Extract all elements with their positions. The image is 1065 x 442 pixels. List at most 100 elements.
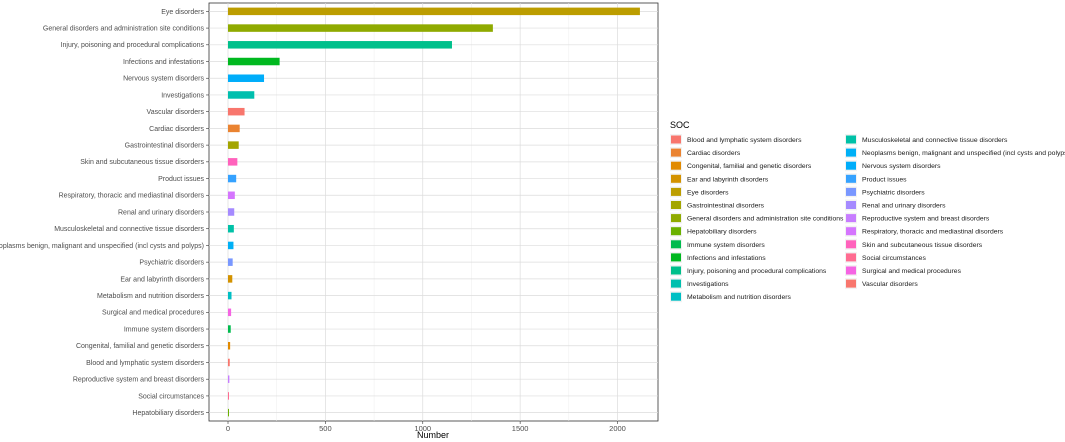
x-axis-title: Number xyxy=(417,430,449,440)
y-tick-label: Reproductive system and breast disorders xyxy=(73,377,205,384)
legend-label: Surgical and medical procedures xyxy=(862,268,962,275)
y-tick-label: Infections and infestations xyxy=(123,59,204,66)
legend-swatch-congenital-familial-and-genetic-disorders xyxy=(671,161,681,170)
legend-label: Ear and labyrinth disorders xyxy=(687,176,769,183)
legend-label: Investigations xyxy=(687,281,729,288)
y-tick-label: Injury, poisoning and procedural complic… xyxy=(61,42,205,49)
bar-musculoskeletal-and-connective-tissue-disorders xyxy=(228,224,234,233)
y-tick-label: Eye disorders xyxy=(161,9,204,16)
y-tick-label: Renal and urinary disorders xyxy=(118,209,204,216)
legend-swatch-nervous-system-disorders xyxy=(846,161,856,170)
legend-swatch-ear-and-labyrinth-disorders xyxy=(671,174,681,183)
x-tick-label: 1000 xyxy=(414,424,431,433)
bar-infections-and-infestations xyxy=(228,57,280,66)
legend-swatch-gastrointestinal-disorders xyxy=(671,201,681,209)
x-tick-label: 500 xyxy=(319,424,332,433)
y-tick-label: General disorders and administration sit… xyxy=(43,25,205,32)
legend-label: Injury, poisoning and procedural complic… xyxy=(687,268,827,275)
bar-investigations xyxy=(228,91,255,99)
y-tick-label: Product issues xyxy=(158,176,204,183)
legend-label: Congenital, familial and genetic disorde… xyxy=(687,163,812,170)
y-tick-label: Congenital, familial and genetic disorde… xyxy=(76,343,205,350)
legend-label: Infections and infestations xyxy=(687,255,766,262)
legend-label: Musculoskeletal and connective tissue di… xyxy=(862,137,1008,144)
bar-product-issues xyxy=(228,174,237,183)
bar-hepatobiliary-disorders xyxy=(228,408,229,417)
y-tick-label: Gastrointestinal disorders xyxy=(125,143,205,150)
y-tick-label: Social circumstances xyxy=(138,393,204,400)
legend-swatch-product-issues xyxy=(846,174,856,183)
legend-swatch-hepatobiliary-disorders xyxy=(671,227,681,236)
legend-label: Gastrointestinal disorders xyxy=(687,203,765,210)
y-tick-label: Investigations xyxy=(161,92,204,99)
legend-swatch-skin-and-subcutaneous-tissue-disorders xyxy=(846,240,856,249)
legend-label: Immune system disorders xyxy=(687,242,765,249)
legend-swatch-renal-and-urinary-disorders xyxy=(846,201,856,209)
legend-swatch-musculoskeletal-and-connective-tissue-disorders xyxy=(846,135,856,144)
legend-label: Vascular disorders xyxy=(862,281,918,288)
bar-ear-and-labyrinth-disorders xyxy=(228,275,233,283)
bar-psychiatric-disorders xyxy=(228,258,233,266)
legend-label: Cardiac disorders xyxy=(687,150,741,157)
bar-skin-and-subcutaneous-tissue-disorders xyxy=(228,158,238,166)
legend-swatch-neoplasms-benign-malignant-and-unspecified-incl-cysts-and-polyps xyxy=(846,148,856,157)
bar-immune-system-disorders xyxy=(228,325,231,333)
legend-swatch-investigations xyxy=(671,279,681,288)
x-tick-label: 1500 xyxy=(512,424,529,433)
legend-label: General disorders and administration sit… xyxy=(687,216,844,223)
legend-label: Psychiatric disorders xyxy=(862,189,925,196)
legend-label: Renal and urinary disorders xyxy=(862,203,946,210)
legend-swatch-vascular-disorders xyxy=(846,279,856,288)
legend-label: Respiratory, thoracic and mediastinal di… xyxy=(862,229,1004,236)
y-tick-label: Vascular disorders xyxy=(147,109,205,116)
legend-swatch-psychiatric-disorders xyxy=(846,187,856,196)
bar-blood-and-lymphatic-system-disorders xyxy=(228,358,230,367)
legend-swatch-social-circumstances xyxy=(846,253,856,262)
legend-swatch-blood-and-lymphatic-system-disorders xyxy=(671,135,681,144)
legend-swatch-injury-poisoning-and-procedural-complications xyxy=(671,266,681,275)
legend-swatch-infections-and-infestations xyxy=(671,253,681,262)
legend-swatch-respiratory-thoracic-and-mediastinal-disorders xyxy=(846,227,856,236)
y-tick-label: Musculoskeletal and connective tissue di… xyxy=(54,226,204,233)
legend-label: Social circumstances xyxy=(862,255,926,262)
legend-label: Eye disorders xyxy=(687,189,729,196)
legend-label: Nervous system disorders xyxy=(862,163,941,170)
legend-label: Product issues xyxy=(862,176,907,183)
y-tick-label: Psychiatric disorders xyxy=(139,260,204,267)
x-tick-label: 2000 xyxy=(609,424,626,433)
bars xyxy=(228,7,640,417)
bar-eye-disorders xyxy=(228,7,640,16)
y-tick-label: Metabolism and nutrition disorders xyxy=(97,293,204,300)
legend: SOC Blood and lymphatic system disorders… xyxy=(670,120,1065,303)
x-axis-tick-labels: 0 500 1000 1500 2000 xyxy=(226,421,626,433)
bar-neoplasms-benign-malignant-and-unspecified-incl-cysts-and-polyps xyxy=(228,241,234,250)
bar-cardiac-disorders xyxy=(228,124,240,133)
bar-gastrointestinal-disorders xyxy=(228,141,239,149)
y-tick-label: Cardiac disorders xyxy=(149,126,204,133)
bar-social-circumstances xyxy=(228,392,229,400)
legend-swatch-cardiac-disorders xyxy=(671,148,681,157)
legend-swatch-surgical-and-medical-procedures xyxy=(846,266,856,275)
y-axis-tick-labels: Eye disorders General disorders and admin… xyxy=(0,9,209,417)
legend-swatch-eye-disorders xyxy=(671,187,681,196)
legend-label: Reproductive system and breast disorders xyxy=(862,216,990,223)
bar-vascular-disorders xyxy=(228,107,245,116)
bar-injury-poisoning-and-procedural-complications xyxy=(228,41,452,49)
legend-swatch-immune-system-disorders xyxy=(671,240,681,249)
bar-nervous-system-disorders xyxy=(228,74,265,82)
y-tick-label: Ear and labyrinth disorders xyxy=(120,276,204,283)
x-tick-label: 0 xyxy=(226,424,230,433)
legend-swatch-reproductive-system-and-breast-disorders xyxy=(846,214,856,223)
bar-general-disorders-and-administration-site-conditions xyxy=(228,24,493,32)
y-tick-label: Surgical and medical procedures xyxy=(102,310,204,317)
legend-label: Neoplasms benign, malignant and unspecif… xyxy=(862,150,1065,157)
legend-title: SOC xyxy=(670,120,690,130)
y-tick-label: Skin and subcutaneous tissue disorders xyxy=(80,159,204,166)
bar-respiratory-thoracic-and-mediastinal-disorders xyxy=(228,191,235,200)
y-tick-label: Immune system disorders xyxy=(124,326,205,333)
legend-label: Skin and subcutaneous tissue disorders xyxy=(862,242,983,249)
bar-renal-and-urinary-disorders xyxy=(228,208,235,216)
bar-reproductive-system-and-breast-disorders xyxy=(228,375,230,383)
y-tick-label: Blood and lymphatic system disorders xyxy=(86,360,204,367)
